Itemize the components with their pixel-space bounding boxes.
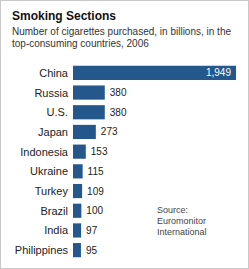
svg-text:International: International (157, 227, 207, 237)
svg-text:U.S.: U.S. (47, 106, 68, 118)
svg-text:Brazil: Brazil (40, 205, 68, 217)
svg-text:China: China (39, 67, 69, 79)
svg-text:Russia: Russia (34, 87, 69, 99)
svg-text:273: 273 (101, 126, 118, 137)
svg-text:Indonesia: Indonesia (20, 146, 69, 158)
svg-text:100: 100 (86, 205, 103, 216)
svg-text:97: 97 (86, 225, 98, 236)
svg-text:115: 115 (88, 166, 104, 177)
svg-text:Philippines: Philippines (15, 244, 69, 256)
svg-text:Source:: Source: (157, 205, 191, 215)
svg-text:top-consuming countries, 2006: top-consuming countries, 2006 (12, 38, 149, 49)
svg-text:95: 95 (86, 245, 98, 256)
svg-text:380: 380 (110, 87, 127, 98)
svg-text:Euromonitor: Euromonitor (157, 216, 209, 226)
svg-text:Ukraine: Ukraine (30, 165, 68, 177)
svg-text:Turkey: Turkey (35, 185, 69, 197)
svg-text:India: India (44, 224, 69, 236)
svg-text:Japan: Japan (38, 126, 68, 138)
svg-text:153: 153 (91, 146, 108, 157)
svg-text:Smoking Sections: Smoking Sections (12, 9, 116, 23)
svg-text:Number of cigarettes purchased: Number of cigarettes purchased, in billi… (12, 26, 234, 37)
svg-text:1,949: 1,949 (206, 67, 231, 78)
svg-text:380: 380 (110, 107, 127, 118)
svg-text:109: 109 (87, 186, 104, 197)
